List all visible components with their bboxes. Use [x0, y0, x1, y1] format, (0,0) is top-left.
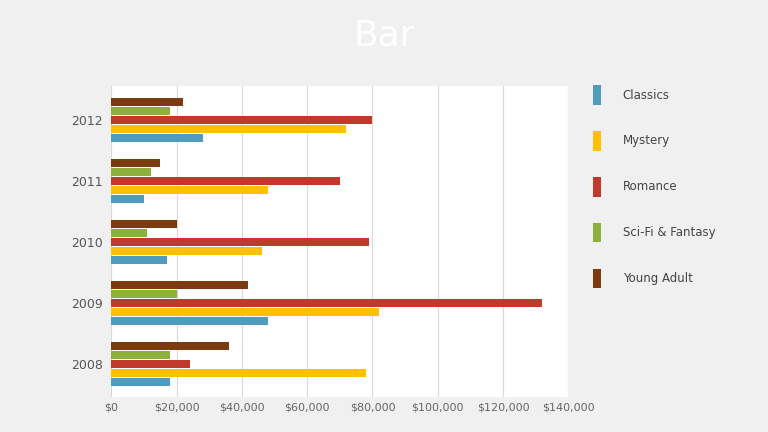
Bar [111, 125, 346, 133]
Bar [111, 290, 177, 298]
Bar [111, 247, 261, 255]
Bar [111, 159, 161, 167]
Bar [111, 308, 379, 316]
Bar [111, 281, 248, 289]
Bar [111, 168, 151, 176]
Bar [111, 98, 183, 106]
Text: Sci-Fi & Fantasy: Sci-Fi & Fantasy [623, 226, 715, 239]
Bar [111, 177, 339, 185]
Bar [593, 131, 601, 151]
Bar [111, 220, 177, 228]
Bar [593, 86, 601, 105]
Bar [111, 369, 366, 377]
Bar [111, 229, 147, 237]
Bar [593, 269, 601, 289]
Bar [111, 133, 203, 142]
Bar [111, 107, 170, 115]
Bar [111, 360, 190, 368]
Bar [593, 223, 601, 242]
Bar [593, 177, 601, 197]
Text: Classics: Classics [623, 89, 670, 102]
Bar [111, 342, 229, 350]
Text: Mystery: Mystery [623, 134, 670, 147]
Bar [111, 317, 268, 324]
Bar [111, 186, 268, 194]
Bar [111, 256, 167, 264]
Bar [111, 116, 372, 124]
Bar [111, 238, 369, 246]
Bar [111, 351, 170, 359]
Bar [111, 378, 170, 385]
Text: Young Adult: Young Adult [623, 272, 693, 285]
Bar [111, 299, 542, 307]
Bar [111, 195, 144, 203]
Text: Romance: Romance [623, 180, 677, 194]
Text: Bar: Bar [353, 19, 415, 53]
